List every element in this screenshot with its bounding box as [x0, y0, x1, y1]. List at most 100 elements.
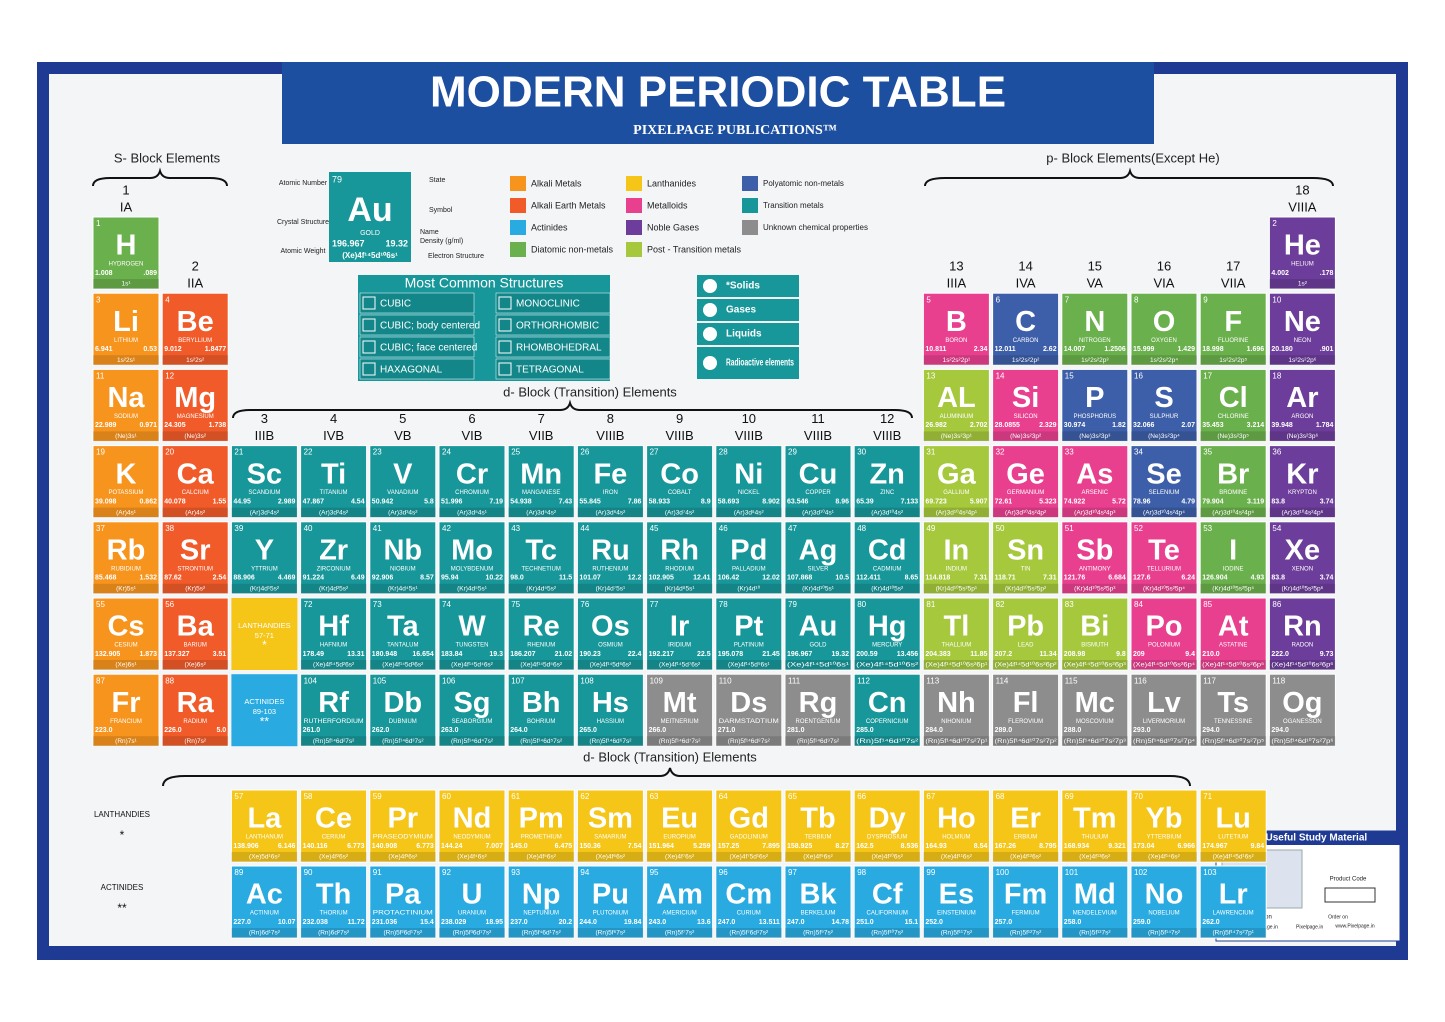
electron-structure: (Xe)4f⁵6s²	[526, 854, 556, 861]
element-cell	[300, 521, 368, 595]
element-name: NIOBIUM	[390, 566, 416, 572]
density: 10.22	[485, 575, 503, 582]
element-symbol: Ge	[1006, 458, 1045, 490]
config-band	[1061, 507, 1128, 518]
density: 14.78	[831, 919, 849, 926]
element-cell	[576, 865, 644, 939]
config-band	[369, 928, 436, 938]
state-icon	[703, 303, 717, 317]
legend-swatch	[742, 176, 758, 191]
atomic-number: 80	[857, 600, 866, 609]
atomic-weight: 222.0	[1271, 651, 1289, 658]
atomic-weight: 107.868	[787, 575, 812, 582]
element-cell	[784, 445, 852, 519]
element-symbol: Nb	[383, 534, 422, 566]
config-band	[439, 660, 505, 670]
element-symbol: Kr	[1286, 458, 1318, 490]
config-band	[162, 507, 229, 518]
density: .178	[1320, 270, 1334, 277]
electron-structure: (Ne)3s²3p²	[1010, 433, 1042, 440]
config-band	[162, 431, 229, 442]
element-name: NEODYMIUM	[453, 835, 490, 841]
density: 0.53	[143, 346, 157, 353]
atomic-number: 1	[96, 219, 101, 228]
atomic-weight: 265.0	[579, 727, 597, 734]
element-symbol: W	[458, 611, 486, 643]
config-band	[369, 507, 436, 518]
element-name: TECHNETIUM	[522, 566, 561, 572]
electron-structure: (Ne)3s²3p⁵	[1217, 433, 1249, 440]
legend-label: Lanthanides	[647, 178, 697, 188]
element-symbol: Se	[1146, 458, 1181, 490]
atomic-weight: 106.42	[718, 575, 740, 582]
electron-structure: (Kr)4d¹⁰5s¹	[802, 585, 835, 593]
element-name: NOBELIUM	[1148, 911, 1179, 917]
config-band	[715, 736, 782, 747]
element-symbol: Li	[113, 306, 139, 338]
element-name: DYSPROSIUM	[867, 835, 907, 841]
group-number: 3	[261, 411, 268, 426]
config-band	[300, 736, 367, 747]
element-cell	[646, 789, 714, 863]
atomic-weight: 186.207	[510, 651, 535, 658]
density: 8.96	[835, 498, 849, 505]
electron-structure: 1s²2s²2p³	[1081, 357, 1109, 364]
config-band	[785, 507, 851, 518]
group-number: 17	[1226, 259, 1240, 274]
config-band	[1200, 507, 1267, 518]
atomic-number: 112	[857, 676, 870, 685]
element-name: OGANESSON	[1283, 719, 1322, 725]
electron-structure: (Xe)4f¹⁴5d¹⁰6s²6p¹	[925, 661, 988, 669]
key-density: 19.32	[385, 238, 408, 248]
atomic-number: 14	[996, 372, 1005, 381]
electron-structure: (Rn)5f¹⁴6d⁶7s²	[589, 738, 632, 745]
element-symbol: Es	[939, 879, 974, 911]
element-cell	[1199, 292, 1267, 366]
element-cell	[92, 292, 160, 366]
state-row	[697, 275, 799, 297]
atomic-weight: 158.925	[787, 843, 812, 850]
group-number: 12	[880, 411, 894, 426]
electron-structure: (Ar)3d³4s²	[388, 509, 418, 516]
element-symbol: Sb	[1076, 534, 1113, 566]
element-name: CESIUM	[114, 643, 137, 649]
electron-structure: (Ne)3s²3p⁴	[1148, 433, 1180, 440]
config-band	[785, 852, 851, 862]
placeholder-label: ACTINIDES	[244, 697, 284, 706]
element-name: POLONIUM	[1148, 643, 1180, 649]
element-symbol: Os	[591, 611, 630, 643]
block-label: p- Block Elements(Except He)	[1046, 150, 1219, 165]
atomic-weight: 140.908	[372, 843, 397, 850]
electron-structure: (Kr)4d¹5s²	[250, 586, 280, 593]
element-name: BORON	[945, 338, 967, 344]
element-cell	[507, 673, 575, 747]
element-name: SILVER	[808, 566, 830, 572]
atomic-number: 40	[304, 524, 313, 533]
atomic-weight: 54.938	[510, 498, 532, 505]
element-cell	[992, 445, 1060, 519]
atomic-weight: 174.967	[1202, 843, 1227, 850]
element-name: EINSTEINIUM	[937, 911, 976, 917]
density: 11.72	[347, 919, 364, 926]
element-cell	[853, 597, 921, 671]
config-band	[923, 507, 990, 518]
structure-label: TETRAGONAL	[516, 365, 584, 376]
element-symbol: Tb	[800, 803, 835, 835]
element-symbol: Te	[1148, 534, 1180, 566]
element-cell	[1130, 789, 1198, 863]
element-symbol: Ce	[315, 803, 352, 835]
element-cell	[438, 521, 506, 595]
element-symbol: Ts	[1217, 687, 1249, 719]
atomic-number: 102	[1134, 868, 1148, 877]
electron-structure: (Kr)4d¹⁰5s²5p⁶	[1282, 585, 1324, 593]
group-label: VIIIA	[1288, 199, 1317, 214]
element-cell	[715, 865, 783, 939]
element-cell	[507, 445, 575, 519]
element-name: SELENIUM	[1149, 490, 1180, 496]
element-symbol: Lr	[1219, 879, 1248, 911]
electron-structure: (Rn)5f¹⁴6d⁹7s²	[797, 738, 840, 745]
config-band	[854, 507, 921, 518]
structure-row	[359, 336, 475, 358]
barcode	[1324, 887, 1376, 903]
electron-structure: (Rn)7s¹	[115, 738, 138, 745]
